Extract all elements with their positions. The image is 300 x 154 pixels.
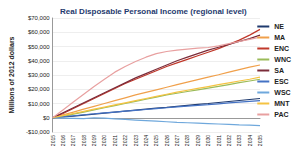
svg-text:2019: 2019 <box>91 135 97 146</box>
svg-text:2025: 2025 <box>153 135 159 146</box>
svg-text:2020: 2020 <box>101 135 107 146</box>
svg-text:NE: NE <box>274 23 284 30</box>
svg-text:2016: 2016 <box>60 135 66 146</box>
svg-text:2023: 2023 <box>133 135 139 146</box>
svg-text:ESC: ESC <box>274 78 288 85</box>
svg-text:2018: 2018 <box>81 135 87 146</box>
svg-text:ENC: ENC <box>274 45 289 52</box>
svg-text:WNC: WNC <box>274 56 291 63</box>
svg-text:$0: $0 <box>43 115 50 121</box>
svg-text:2017: 2017 <box>70 135 76 146</box>
svg-text:WSC: WSC <box>274 89 290 96</box>
svg-text:MA: MA <box>274 34 285 41</box>
svg-text:$60,000: $60,000 <box>28 29 50 35</box>
svg-text:2030: 2030 <box>205 135 211 146</box>
svg-text:Real Disposable Personal Incom: Real Disposable Personal Income (regiona… <box>60 7 247 16</box>
svg-text:2029: 2029 <box>195 135 201 146</box>
svg-text:Millions of 2012 dollars: Millions of 2012 dollars <box>8 36 15 113</box>
svg-text:PAC: PAC <box>274 111 288 118</box>
svg-text:$50,000: $50,000 <box>28 44 50 50</box>
svg-text:2031: 2031 <box>216 135 222 146</box>
svg-text:2026: 2026 <box>164 135 170 146</box>
svg-text:SA: SA <box>274 67 284 74</box>
svg-text:$70,000: $70,000 <box>28 15 50 21</box>
svg-text:$40,000: $40,000 <box>28 58 50 64</box>
svg-text:2021: 2021 <box>112 135 118 146</box>
svg-text:2034: 2034 <box>247 135 253 146</box>
svg-text:$30,000: $30,000 <box>28 72 50 78</box>
svg-text:MNT: MNT <box>274 100 290 107</box>
svg-text:2027: 2027 <box>174 135 180 146</box>
svg-text:2033: 2033 <box>236 135 242 146</box>
svg-text:-$10,000: -$10,000 <box>26 129 50 135</box>
svg-text:2024: 2024 <box>143 135 149 146</box>
svg-text:2015: 2015 <box>50 135 56 146</box>
svg-text:2035: 2035 <box>257 135 263 146</box>
svg-text:2022: 2022 <box>122 135 128 146</box>
svg-text:2028: 2028 <box>184 135 190 146</box>
svg-text:$10,000: $10,000 <box>28 101 50 107</box>
svg-text:$20,000: $20,000 <box>28 86 50 92</box>
svg-text:2032: 2032 <box>226 135 232 146</box>
